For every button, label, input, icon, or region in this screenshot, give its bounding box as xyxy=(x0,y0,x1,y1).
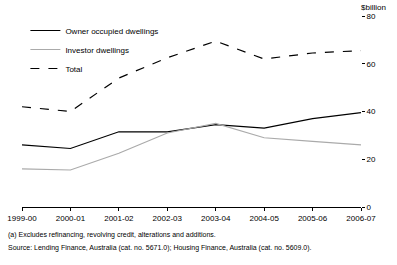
svg-text:20: 20 xyxy=(367,155,376,164)
svg-text:1999-00: 1999-00 xyxy=(7,214,37,223)
svg-text:60: 60 xyxy=(367,60,376,69)
svg-text:40: 40 xyxy=(367,107,376,116)
svg-text:2005-06: 2005-06 xyxy=(298,214,328,223)
svg-text:80: 80 xyxy=(367,12,376,21)
svg-text:2001-02: 2001-02 xyxy=(104,214,134,223)
svg-text:Total: Total xyxy=(65,65,82,74)
svg-text:Investor dwellings: Investor dwellings xyxy=(65,46,129,55)
svg-text:2004-05: 2004-05 xyxy=(249,214,279,223)
svg-text:0: 0 xyxy=(367,203,372,212)
svg-text:Owner occupied dwellings: Owner occupied dwellings xyxy=(65,27,158,36)
svg-text:2000-01: 2000-01 xyxy=(56,214,86,223)
svg-text:2002-03: 2002-03 xyxy=(153,214,183,223)
svg-text:Source: Lending Finance, Austr: Source: Lending Finance, Australia (cat.… xyxy=(8,244,312,252)
svg-text:(a) Excludes refinancing, revo: (a) Excludes refinancing, revolving cred… xyxy=(8,231,216,239)
svg-text:2006-07: 2006-07 xyxy=(346,214,376,223)
svg-text:$billion: $billion xyxy=(361,3,386,12)
svg-text:2003-04: 2003-04 xyxy=(201,214,231,223)
